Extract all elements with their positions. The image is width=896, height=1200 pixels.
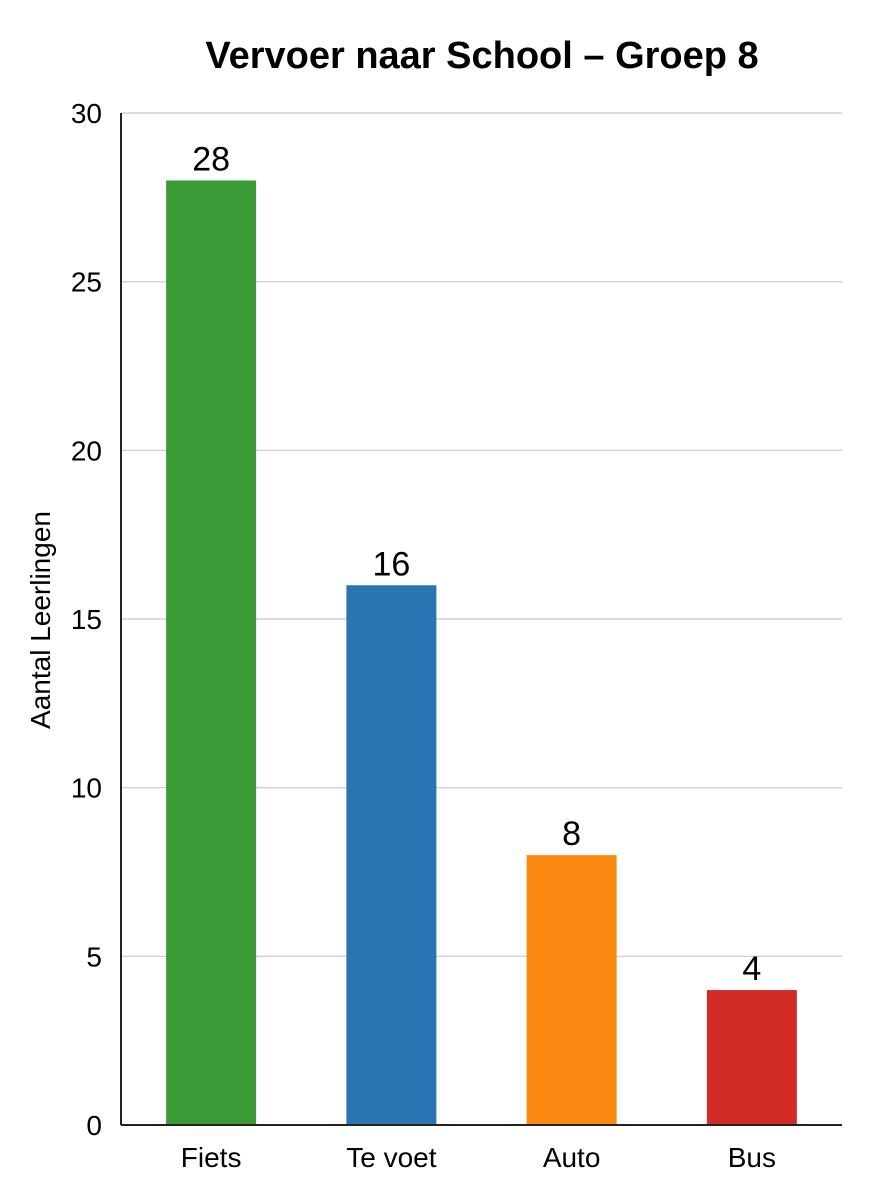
y-tick-labels: 0 5 10 15 20 25 30 (71, 98, 102, 1141)
axes (120, 113, 842, 1126)
data-labels: 28 16 8 4 (192, 140, 761, 988)
y-tick-label: 25 (71, 267, 102, 298)
bar-fiets (166, 180, 257, 1125)
bar-bus (706, 990, 797, 1125)
x-tick-label: Fiets (181, 1142, 242, 1173)
chart-title: Vervoer naar School – Groep 8 (205, 35, 758, 77)
bars (166, 180, 797, 1125)
y-axis-label: Aantal Leerlingen (25, 511, 56, 729)
y-tick-label: 10 (71, 773, 102, 804)
data-label: 4 (742, 950, 761, 988)
x-tick-label: Bus (728, 1142, 776, 1173)
y-tick-label: 0 (86, 1110, 102, 1141)
y-tick-label: 20 (71, 435, 102, 466)
y-tick-label: 30 (71, 98, 102, 129)
data-label: 16 (372, 545, 410, 583)
data-label: 28 (192, 140, 230, 178)
x-tick-labels: Fiets Te voet Auto Bus (181, 1142, 776, 1173)
x-tick-label: Te voet (346, 1142, 436, 1173)
bar-te-voet (346, 585, 437, 1125)
data-label: 8 (562, 815, 581, 853)
x-tick-label: Auto (543, 1142, 601, 1173)
y-tick-label: 15 (71, 604, 102, 635)
y-tick-label: 5 (86, 941, 102, 972)
bar-auto (526, 855, 617, 1125)
